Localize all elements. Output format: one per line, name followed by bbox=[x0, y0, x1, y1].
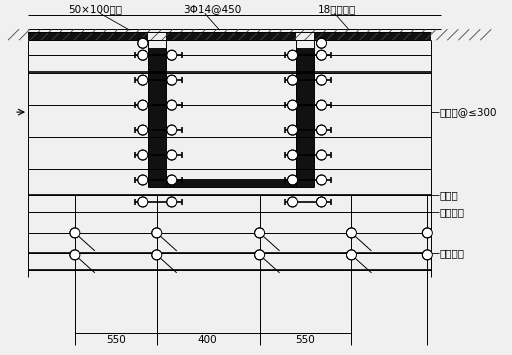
Text: 18厚胶合板: 18厚胶合板 bbox=[317, 4, 356, 14]
Circle shape bbox=[347, 228, 356, 238]
Bar bbox=[148, 48, 166, 187]
Bar bbox=[148, 179, 313, 187]
Circle shape bbox=[138, 197, 148, 207]
Circle shape bbox=[316, 150, 327, 160]
Bar bbox=[295, 32, 313, 40]
Circle shape bbox=[316, 100, 327, 110]
Circle shape bbox=[316, 197, 327, 207]
Circle shape bbox=[167, 75, 177, 85]
Circle shape bbox=[422, 228, 432, 238]
Circle shape bbox=[167, 50, 177, 60]
Circle shape bbox=[288, 197, 297, 207]
Circle shape bbox=[288, 100, 297, 110]
Circle shape bbox=[138, 175, 148, 185]
Circle shape bbox=[167, 125, 177, 135]
Circle shape bbox=[70, 250, 80, 260]
Circle shape bbox=[138, 100, 148, 110]
Circle shape bbox=[288, 75, 297, 85]
Text: 550: 550 bbox=[295, 335, 315, 345]
Circle shape bbox=[288, 150, 297, 160]
Text: 50×100木橄: 50×100木橄 bbox=[68, 4, 122, 14]
Circle shape bbox=[70, 228, 80, 238]
Circle shape bbox=[254, 228, 265, 238]
Text: 3Φ14@450: 3Φ14@450 bbox=[183, 4, 241, 14]
Bar bbox=[295, 48, 313, 187]
Text: 水平拉杆: 水平拉杆 bbox=[439, 248, 464, 258]
Text: 400: 400 bbox=[198, 335, 218, 345]
Text: 550: 550 bbox=[106, 335, 126, 345]
Circle shape bbox=[167, 175, 177, 185]
Bar bbox=[28, 32, 431, 40]
Circle shape bbox=[316, 125, 327, 135]
Circle shape bbox=[288, 125, 297, 135]
Circle shape bbox=[316, 38, 327, 48]
Circle shape bbox=[316, 175, 327, 185]
Circle shape bbox=[138, 150, 148, 160]
Circle shape bbox=[288, 175, 297, 185]
Circle shape bbox=[152, 228, 162, 238]
Text: 小横杆@≤300: 小横杆@≤300 bbox=[439, 107, 497, 117]
Circle shape bbox=[138, 50, 148, 60]
Text: 钒管立杆: 钒管立杆 bbox=[439, 207, 464, 217]
Circle shape bbox=[138, 125, 148, 135]
Circle shape bbox=[316, 50, 327, 60]
Circle shape bbox=[152, 250, 162, 260]
Circle shape bbox=[138, 75, 148, 85]
Bar bbox=[148, 32, 166, 40]
Circle shape bbox=[254, 250, 265, 260]
Circle shape bbox=[167, 150, 177, 160]
Circle shape bbox=[138, 38, 148, 48]
Circle shape bbox=[316, 75, 327, 85]
Circle shape bbox=[288, 50, 297, 60]
Circle shape bbox=[422, 250, 432, 260]
Text: 大横杆: 大横杆 bbox=[439, 190, 458, 200]
Circle shape bbox=[347, 250, 356, 260]
Circle shape bbox=[167, 197, 177, 207]
Circle shape bbox=[167, 100, 177, 110]
